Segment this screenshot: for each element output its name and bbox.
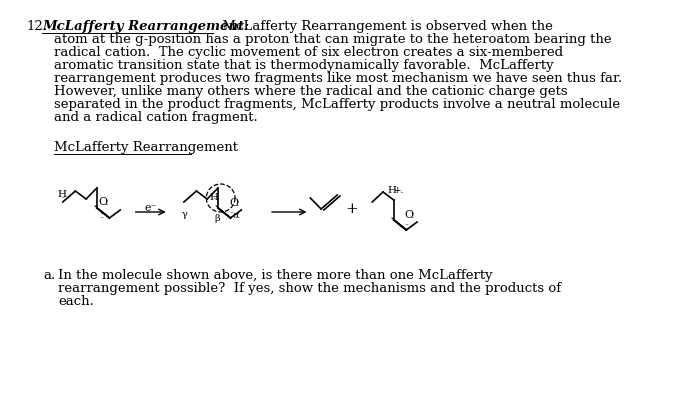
Text: separated in the product fragments, McLafferty products involve a neutral molecu: separated in the product fragments, McLa… [54, 98, 620, 111]
Text: each.: each. [58, 295, 94, 308]
Text: McLafferty Rearrangement:: McLafferty Rearrangement: [42, 20, 249, 33]
Text: +.: +. [393, 186, 403, 195]
Text: O: O [99, 197, 108, 207]
Text: 12.: 12. [27, 20, 48, 33]
Text: McLafferty Rearrangement is observed when the: McLafferty Rearrangement is observed whe… [214, 20, 553, 33]
Text: :: : [105, 197, 108, 207]
Text: aromatic transition state that is thermodynamically favorable.  McLafferty: aromatic transition state that is thermo… [54, 59, 554, 72]
Text: ··: ·· [405, 225, 409, 234]
Text: ··: ·· [230, 209, 235, 218]
Text: ··: ·· [213, 195, 218, 204]
Text: H: H [209, 193, 218, 202]
Text: α: α [232, 211, 239, 220]
Text: rearrangement possible?  If yes, show the mechanisms and the products of: rearrangement possible? If yes, show the… [58, 282, 561, 295]
Text: O: O [405, 210, 414, 220]
Text: In the molecule shown above, is there more than one McLafferty: In the molecule shown above, is there mo… [58, 269, 493, 282]
Text: radical cation.  The cyclic movement of six electron creates a six-membered: radical cation. The cyclic movement of s… [54, 46, 563, 59]
Text: H: H [57, 190, 66, 199]
Text: γ: γ [182, 210, 188, 219]
Text: ··: ·· [60, 194, 65, 203]
Text: However, unlike many others where the radical and the cationic charge gets: However, unlike many others where the ra… [54, 85, 568, 98]
Text: ··: ·· [230, 213, 235, 222]
Text: McLafferty Rearrangement: McLafferty Rearrangement [54, 141, 238, 154]
Text: ··: ·· [405, 221, 409, 230]
Text: +: + [345, 202, 358, 216]
Text: O: O [230, 198, 239, 208]
Text: and a radical cation fragment.: and a radical cation fragment. [54, 111, 258, 124]
Text: atom at the g-position has a proton that can migrate to the heteroatom bearing t: atom at the g-position has a proton that… [54, 33, 611, 46]
Text: β: β [214, 214, 220, 223]
Text: rearrangement produces two fragments like most mechanism we have seen thus far.: rearrangement produces two fragments lik… [54, 72, 622, 85]
Text: ··: ·· [99, 214, 104, 223]
Text: ··: ·· [99, 210, 104, 219]
Text: e⁻: e⁻ [144, 203, 157, 213]
Text: :: : [236, 198, 239, 208]
Text: :: : [411, 210, 414, 220]
Text: a.: a. [43, 269, 55, 282]
Text: H: H [388, 186, 396, 195]
